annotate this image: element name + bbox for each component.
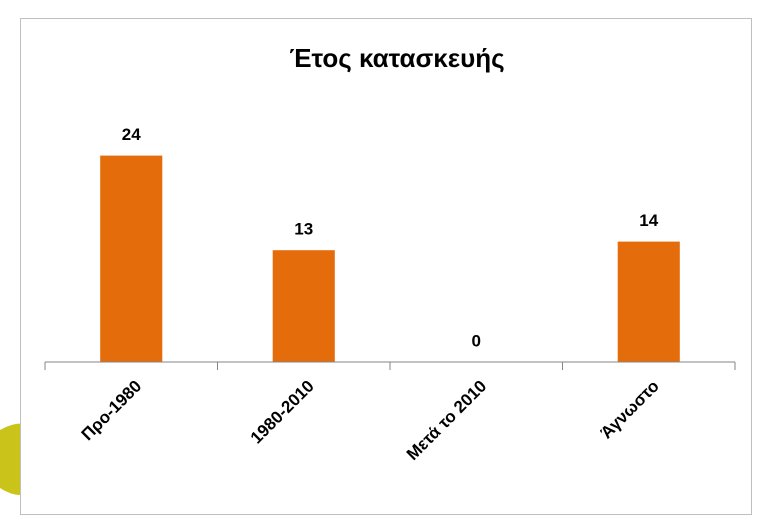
data-label: 14 xyxy=(639,211,658,230)
chart: Έτος κατασκευής 24Προ-1980131980-20100Με… xyxy=(0,0,758,523)
bar xyxy=(273,250,335,362)
data-label: 0 xyxy=(472,331,481,350)
bar xyxy=(100,156,162,362)
bar xyxy=(618,242,680,362)
data-label: 24 xyxy=(122,125,141,144)
data-label: 13 xyxy=(294,220,313,239)
page: Έτος κατασκευής 24Προ-1980131980-20100Με… xyxy=(0,0,758,523)
chart-title: Έτος κατασκευής xyxy=(289,43,504,73)
